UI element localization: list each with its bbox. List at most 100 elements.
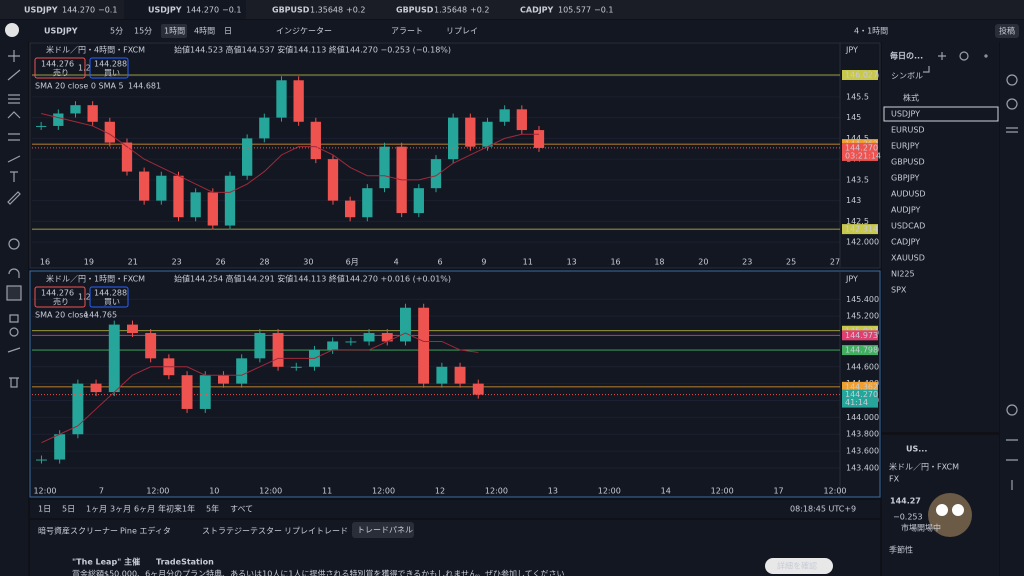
x-tick-label: 20: [698, 258, 708, 267]
watchlist-symbol[interactable]: CADJPY: [891, 238, 920, 247]
tab-symbol[interactable]: USDJPY: [24, 6, 58, 15]
x-tick-label: 16: [40, 258, 50, 267]
y-tick-label: 144.600: [846, 362, 879, 371]
candle: [327, 341, 339, 350]
selected-row: [883, 106, 999, 122]
ad-button[interactable]: 詳細を確認: [777, 561, 817, 571]
x-tick-label: 13: [567, 258, 577, 267]
ad-sponsor: TradeStation: [156, 558, 214, 567]
level-label-bg: [842, 330, 878, 341]
sell-price[interactable]: 144.276: [41, 60, 74, 69]
alert-button[interactable]: アラート: [391, 27, 423, 36]
chart-title: 米ドル／円・4時間・FXCM: [46, 45, 145, 55]
interval[interactable]: 1時間: [164, 27, 185, 36]
candle: [254, 333, 266, 359]
detail-name: 米ドル／円・FXCM: [889, 462, 959, 472]
panel-tab[interactable]: ストラテジーテスター: [202, 527, 282, 536]
publish-button[interactable]: 投稿: [999, 26, 1015, 36]
level-label-bg: [842, 224, 878, 235]
candle: [436, 366, 448, 384]
candle: [379, 146, 390, 189]
tab-change: −0.1: [222, 6, 241, 15]
interval[interactable]: 4時間: [194, 27, 215, 36]
range-button[interactable]: 1日: [38, 505, 51, 514]
tab-price: 144.270: [62, 6, 95, 15]
candle: [108, 324, 120, 393]
x-tick-label: 12: [435, 487, 445, 496]
candle: [472, 383, 484, 395]
x-tick-label: 7: [99, 487, 104, 496]
level-label: 146.027: [845, 71, 878, 80]
y-tick-label: 143.800: [846, 430, 879, 439]
buy-price[interactable]: 144.288: [94, 289, 127, 298]
level-label: 144.798: [845, 346, 878, 355]
detail-symbol: US...: [906, 445, 927, 454]
buy-price[interactable]: 144.288: [94, 60, 127, 69]
sell-price[interactable]: 144.276: [41, 289, 74, 298]
tab-change: +0.2: [346, 6, 365, 15]
panel-tab[interactable]: Pine エディタ: [120, 526, 171, 536]
range-button[interactable]: 5日: [62, 505, 75, 514]
last-price: 144.270: [845, 390, 878, 399]
detail-market: FX: [889, 475, 900, 484]
tooltip: トレードパネル: [357, 526, 413, 535]
chart-title: 米ドル／円・1時間・FXCM: [46, 274, 145, 284]
sell-label: 売り: [53, 297, 69, 307]
watchlist-title[interactable]: 毎日の...: [890, 51, 923, 61]
interval[interactable]: 15分: [134, 27, 152, 36]
watchlist-symbol[interactable]: EURJPY: [891, 142, 919, 151]
x-tick-label: 23: [742, 258, 752, 267]
candle: [127, 324, 138, 334]
interval[interactable]: 日: [224, 27, 232, 36]
watchlist-symbol[interactable]: GBPJPY: [891, 174, 920, 183]
candle: [53, 113, 64, 126]
candle: [199, 375, 211, 409]
panel-tab[interactable]: リプレイトレード: [284, 527, 348, 536]
candle: [310, 121, 321, 160]
ad-host: "The Leap" 主催: [72, 557, 140, 567]
x-tick-label: 16: [610, 258, 620, 267]
watchlist-symbol[interactable]: USDJPY: [891, 110, 920, 119]
range-button[interactable]: すべて: [230, 505, 253, 514]
tab-symbol[interactable]: GBPUSD: [396, 6, 434, 15]
tab-symbol[interactable]: CADJPY: [520, 6, 554, 15]
ad-text: 賞金総額$50,000、6ヶ月分のプラン特典、あるいは10人に1人に提供される特…: [72, 569, 565, 576]
watchlist-symbol[interactable]: EURUSD: [891, 126, 925, 135]
tab-symbol[interactable]: USDJPY: [148, 6, 182, 15]
watchlist-symbol[interactable]: AUDJPY: [891, 206, 920, 215]
range-button[interactable]: 1年: [182, 504, 195, 514]
layout-label[interactable]: 4・1時間: [854, 27, 888, 36]
tab-price: 1.35648: [434, 6, 467, 15]
interval[interactable]: 5分: [110, 27, 123, 36]
x-tick-label: 12:00: [598, 487, 621, 496]
range-button[interactable]: 1ヶ月: [86, 505, 107, 514]
countdown: 41:14: [845, 398, 868, 407]
level-label-bg: [842, 70, 878, 81]
candle: [345, 341, 357, 343]
indicator-value: 144.681: [128, 82, 161, 91]
range-button[interactable]: 3ヶ月: [110, 505, 131, 514]
range-button[interactable]: 年初来: [158, 504, 182, 514]
range-button[interactable]: 6ヶ月: [134, 505, 155, 514]
x-tick-label: 12:00: [146, 487, 169, 496]
x-tick-label: 19: [84, 258, 94, 267]
tab-symbol[interactable]: GBPUSD: [272, 6, 310, 15]
x-tick-label: 12:00: [485, 487, 508, 496]
range-button[interactable]: 5年: [206, 504, 219, 514]
watchlist-symbol[interactable]: XAUUSD: [891, 254, 925, 263]
candle: [448, 117, 459, 160]
ohlc: 始値144.254 高値144.291 安値144.113 終値144.270 …: [174, 274, 451, 284]
candle: [145, 333, 157, 359]
panel-tab[interactable]: 暗号資産スクリーナー: [38, 526, 118, 536]
y-tick-label: 143.5: [846, 175, 869, 184]
y-tick-label: 144.000: [846, 413, 879, 422]
replay-button[interactable]: リプレイ: [446, 27, 478, 36]
y-tick-label: 142.5: [846, 217, 869, 226]
watchlist-symbol[interactable]: USDCAD: [891, 222, 925, 231]
symbol-search[interactable]: USDJPY: [44, 27, 78, 36]
indicators-button[interactable]: インジケーター: [276, 27, 332, 36]
watchlist-symbol[interactable]: SPX: [891, 286, 907, 295]
watchlist-symbol[interactable]: GBPUSD: [891, 158, 925, 167]
watchlist-symbol[interactable]: AUDUSD: [891, 190, 926, 199]
watchlist-symbol[interactable]: NI225: [891, 270, 915, 279]
